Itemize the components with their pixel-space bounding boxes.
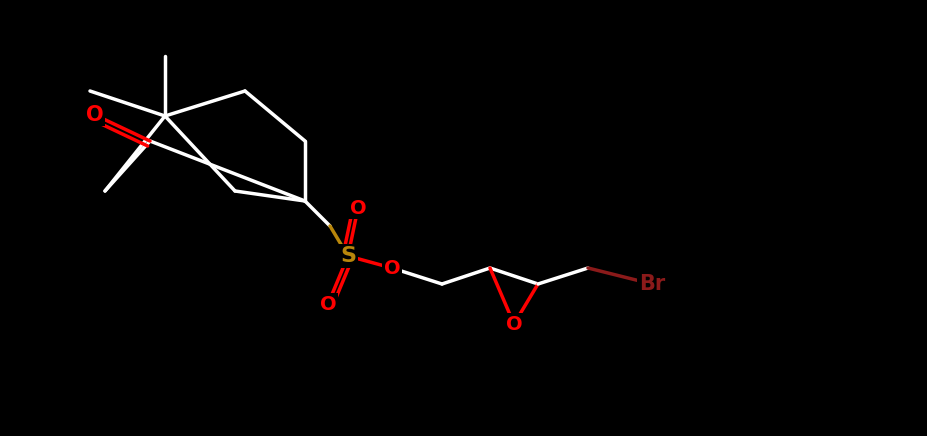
Text: O: O: [320, 294, 337, 313]
Text: O: O: [384, 259, 400, 277]
Text: O: O: [349, 198, 366, 218]
Text: S: S: [340, 246, 356, 266]
Text: Br: Br: [639, 274, 666, 294]
Text: O: O: [86, 105, 104, 125]
Text: O: O: [506, 314, 522, 334]
